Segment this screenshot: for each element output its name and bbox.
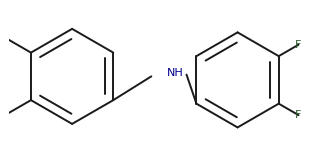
Text: NH: NH [167, 68, 184, 78]
Text: F: F [295, 110, 302, 120]
Text: F: F [295, 40, 302, 50]
